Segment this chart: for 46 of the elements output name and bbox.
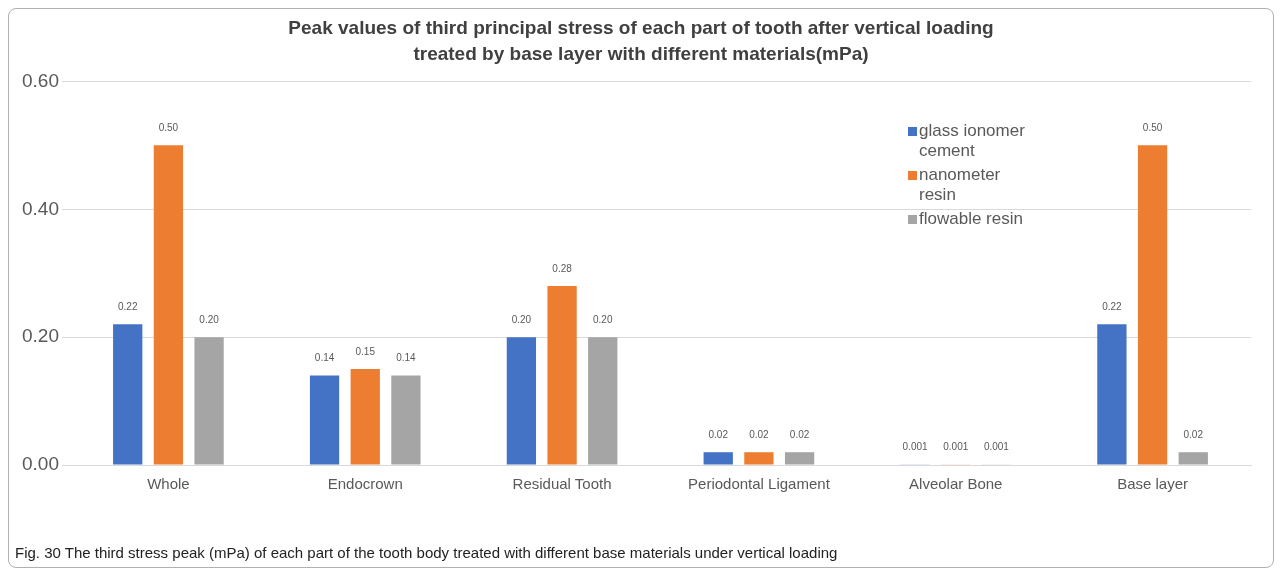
caption: Fig. 30 The third stress peak (mPa) of each part of the tooth body treated with different base materials under vertical loading xyxy=(15,544,838,561)
bar xyxy=(309,375,340,465)
data-label: 0.001 xyxy=(943,441,969,453)
data-label: 0.50 xyxy=(158,122,179,134)
data-label: 0.02 xyxy=(789,428,810,440)
bar xyxy=(350,369,380,465)
data-label: 0.15 xyxy=(355,345,376,357)
data-label: 0.001 xyxy=(902,441,929,453)
bar xyxy=(391,375,421,465)
bar xyxy=(113,324,143,465)
bar xyxy=(506,337,537,465)
y-tick-label: 0.60 xyxy=(22,69,59,91)
x-tick-label: Endocrown xyxy=(327,475,403,493)
data-label: 0.22 xyxy=(1102,301,1123,313)
bar xyxy=(1097,324,1127,465)
bar xyxy=(153,145,184,465)
y-tick-label: 0.20 xyxy=(22,325,59,347)
bar xyxy=(194,337,224,465)
y-tick-label: 0.40 xyxy=(22,197,59,219)
data-label: 0.14 xyxy=(314,352,335,364)
bar xyxy=(547,285,577,465)
data-label: 0.20 xyxy=(199,313,220,325)
data-label: 0.02 xyxy=(708,428,729,440)
y-tick-label: 0.00 xyxy=(22,453,59,475)
bar xyxy=(588,337,618,465)
bar xyxy=(744,452,774,465)
bar xyxy=(703,452,733,465)
data-label: 0.14 xyxy=(396,352,417,364)
x-tick-label: Whole xyxy=(147,475,190,493)
data-label: 0.02 xyxy=(1183,428,1204,440)
legend-label: flowable resin xyxy=(919,209,1024,229)
data-label: 0.20 xyxy=(593,313,613,325)
data-label: 0.50 xyxy=(1142,122,1163,134)
bar xyxy=(1137,145,1168,465)
data-label: 0.28 xyxy=(552,262,573,274)
data-label: 0.001 xyxy=(983,441,1010,453)
data-label: 0.20 xyxy=(511,313,532,325)
x-tick-label: Alveolar Bone xyxy=(909,475,1003,493)
x-tick-label: Residual Tooth xyxy=(512,475,612,493)
bar xyxy=(784,452,815,465)
x-tick-label: Base layer xyxy=(1117,475,1189,493)
data-label: 0.22 xyxy=(117,301,138,313)
chart-title: Peak values of third principal stress of each part of tooth after vertical loading treated by base layer with different materials(mPa) xyxy=(287,16,995,66)
data-label: 0.02 xyxy=(749,428,770,440)
bar xyxy=(1178,452,1208,465)
x-tick-label: Periodontal Ligament xyxy=(688,475,831,493)
